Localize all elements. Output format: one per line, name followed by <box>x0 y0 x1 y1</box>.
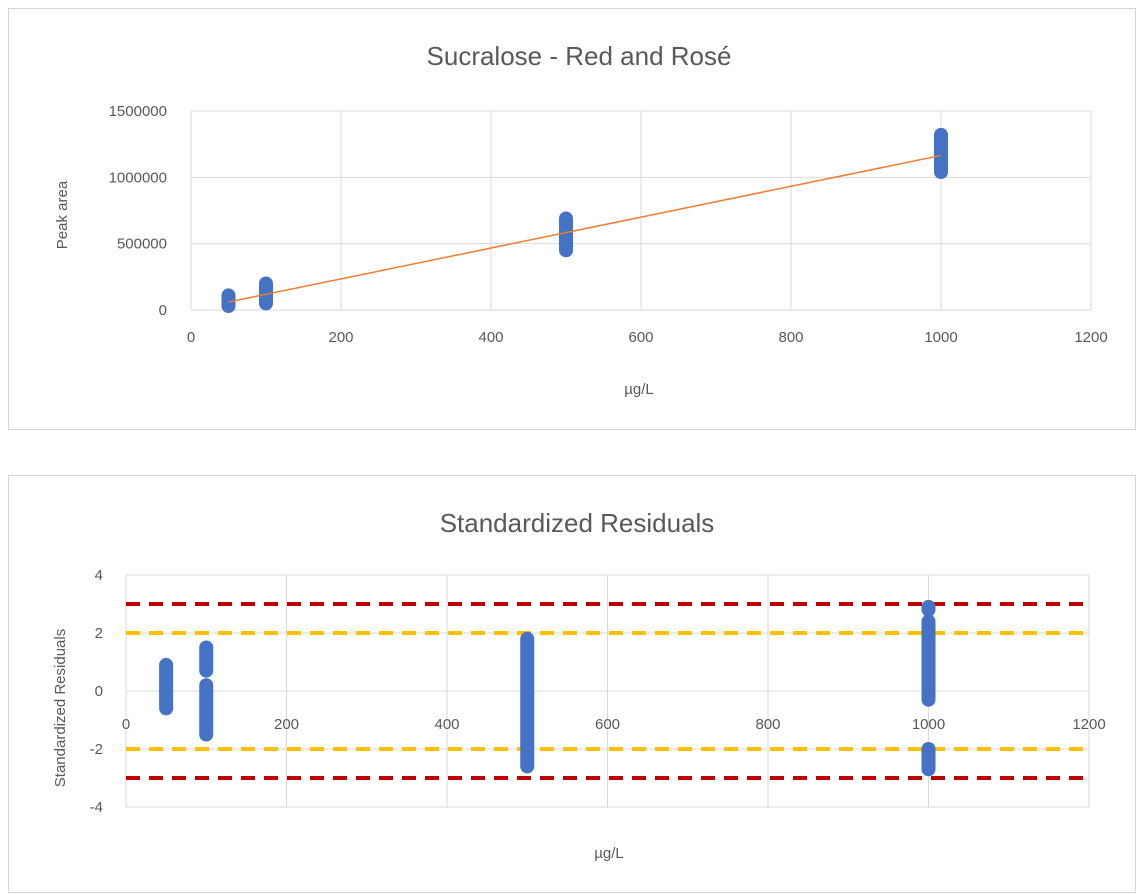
calibration-chart-svg: Sucralose - Red and Rosé µg/L Peak area … <box>54 41 1108 398</box>
data-point-cluster <box>159 657 174 716</box>
y-tick-label: 2 <box>95 625 103 642</box>
data-point-cluster <box>221 288 236 314</box>
x-tick-label: 600 <box>595 716 620 733</box>
data-point-cluster <box>934 127 948 180</box>
data-point-cluster <box>559 211 573 258</box>
x-tick-label: 0 <box>187 329 195 346</box>
residuals-chart-svg: Standardized Residuals µg/L Standardized… <box>52 508 1106 862</box>
data-point-cluster <box>921 614 936 707</box>
x-tick-label: 1000 <box>912 716 945 733</box>
data-point-cluster <box>199 678 214 742</box>
data-point-cluster <box>520 631 535 774</box>
data-point-cluster <box>199 640 214 678</box>
trendline <box>228 154 942 303</box>
y-axis-label: Peak area <box>54 180 71 249</box>
y-tick-label: -2 <box>90 741 103 758</box>
data-point-cluster <box>921 742 936 777</box>
chart-title: Standardized Residuals <box>440 508 715 538</box>
x-axis-label: µg/L <box>594 845 624 862</box>
x-tick-label: 1000 <box>924 329 957 346</box>
data-point-cluster <box>921 599 936 617</box>
y-tick-label: 500000 <box>117 236 167 253</box>
y-tick-label: 1500000 <box>109 103 167 120</box>
y-axis-label: Standardized Residuals <box>52 629 69 787</box>
chart-title: Sucralose - Red and Rosé <box>427 41 732 71</box>
y-tick-label: 0 <box>95 683 103 700</box>
x-tick-label: 200 <box>328 329 353 346</box>
data-point-cluster <box>259 276 273 311</box>
y-tick-label: 4 <box>95 567 103 584</box>
calibration-chart-panel: Sucralose - Red and Rosé µg/L Peak area … <box>8 8 1136 430</box>
x-tick-label: 1200 <box>1074 329 1107 346</box>
x-tick-label: 400 <box>434 716 459 733</box>
x-tick-label: 800 <box>755 716 780 733</box>
x-tick-label: 800 <box>778 329 803 346</box>
x-tick-label: 400 <box>478 329 503 346</box>
x-tick-label: 200 <box>274 716 299 733</box>
x-axis-label: µg/L <box>624 381 654 398</box>
x-tick-label: 0 <box>122 716 130 733</box>
y-tick-label: 1000000 <box>109 169 167 186</box>
residuals-chart-panel: Standardized Residuals µg/L Standardized… <box>8 475 1136 893</box>
y-tick-label: 0 <box>159 302 167 319</box>
y-tick-label: -4 <box>90 799 103 816</box>
x-tick-label: 1200 <box>1072 716 1105 733</box>
x-tick-label: 600 <box>628 329 653 346</box>
